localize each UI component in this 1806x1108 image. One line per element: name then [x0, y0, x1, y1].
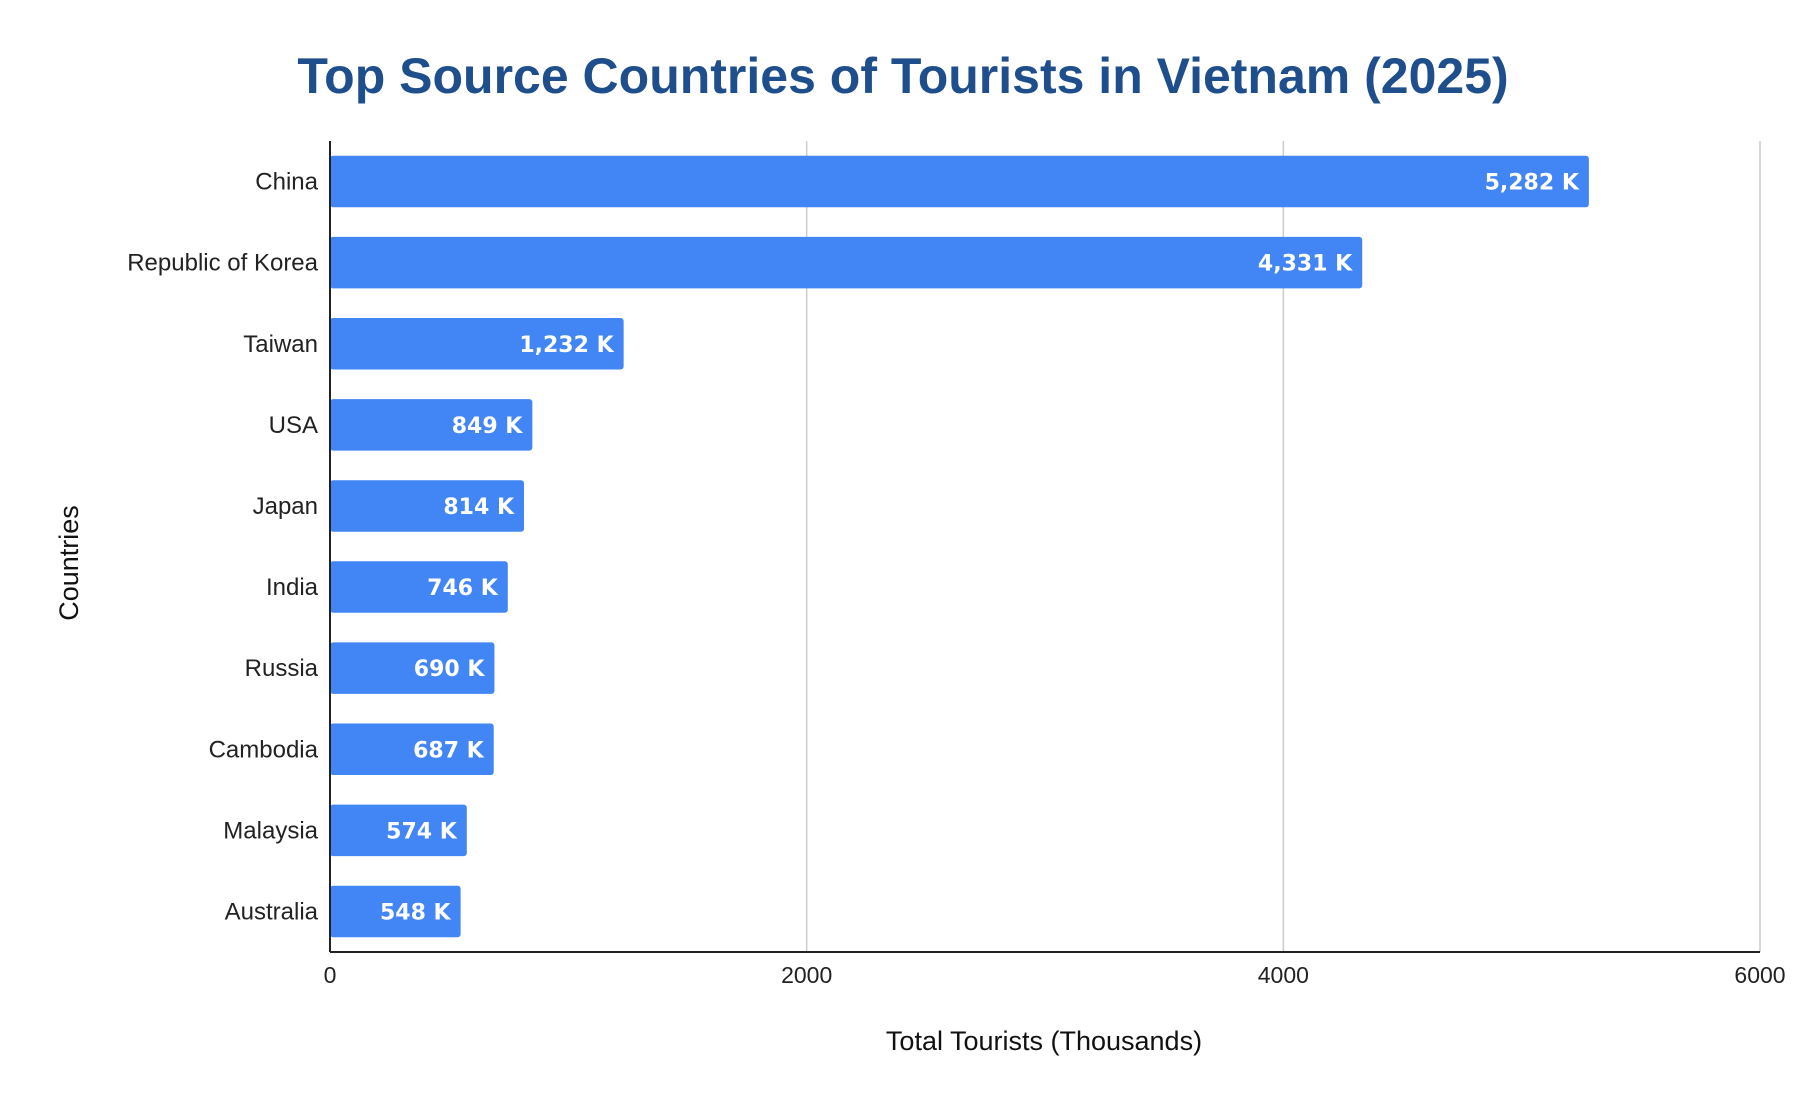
- data-label: 574 K: [386, 819, 458, 844]
- data-label: 687 K: [413, 738, 485, 763]
- bar: [330, 642, 495, 694]
- data-label: 5,282 K: [1485, 171, 1580, 196]
- bar: [330, 723, 494, 775]
- x-tick-label: 2000: [781, 962, 832, 988]
- chart-title: Top Source Countries of Tourists in Viet…: [297, 48, 1508, 104]
- y-category-label: India: [266, 574, 319, 601]
- y-category-label: USA: [269, 412, 318, 439]
- x-tick-label: 0: [324, 962, 337, 988]
- y-category-label: Republic of Korea: [127, 250, 318, 277]
- bar: [330, 236, 1363, 289]
- bar-series: 5,282 K 4,331 K 1,232 K 849 K 814 K 746 K 690 …: [330, 155, 1589, 938]
- bar: [330, 399, 533, 451]
- x-axis-title: Total Tourists (Thousands): [886, 1026, 1202, 1056]
- y-category-label: Russia: [245, 655, 319, 682]
- data-label: 746 K: [427, 576, 499, 601]
- bar: [330, 155, 1589, 208]
- data-label: 548 K: [380, 900, 452, 925]
- x-tick-label: 6000: [1734, 962, 1785, 988]
- data-label: 814 K: [443, 495, 515, 520]
- y-category-label: Cambodia: [209, 736, 319, 763]
- y-category-label: Taiwan: [243, 331, 318, 358]
- bar: [330, 561, 508, 613]
- x-axis-tick-labels: 0 2000 4000 6000: [324, 962, 1786, 988]
- x-tick-label: 4000: [1258, 962, 1309, 988]
- bar: [330, 885, 461, 938]
- y-category-label: Japan: [253, 493, 318, 520]
- y-category-label: China: [255, 169, 318, 196]
- bar: [330, 480, 525, 532]
- bar: [330, 804, 467, 857]
- y-category-label: Malaysia: [223, 817, 318, 844]
- bar: [330, 318, 624, 370]
- y-axis-title: Countries: [54, 505, 84, 621]
- data-label: 1,232 K: [519, 333, 614, 358]
- data-label: 690 K: [414, 657, 486, 682]
- data-label: 4,331 K: [1258, 252, 1353, 277]
- y-axis-category-labels: China Republic of Korea Taiwan USA Japan Indi…: [127, 169, 318, 926]
- data-label: 849 K: [452, 414, 524, 439]
- y-category-label: Australia: [225, 898, 319, 925]
